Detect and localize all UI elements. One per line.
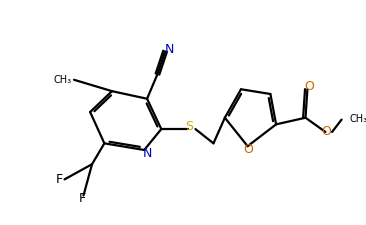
Text: O: O <box>305 80 314 93</box>
Text: F: F <box>79 192 86 205</box>
Text: CH₃: CH₃ <box>349 114 366 124</box>
Text: N: N <box>142 147 152 160</box>
Text: CH₃: CH₃ <box>53 75 71 85</box>
Text: O: O <box>244 142 254 155</box>
Text: S: S <box>185 120 193 133</box>
Text: O: O <box>321 126 331 138</box>
Text: F: F <box>56 173 63 186</box>
Text: N: N <box>165 43 175 56</box>
